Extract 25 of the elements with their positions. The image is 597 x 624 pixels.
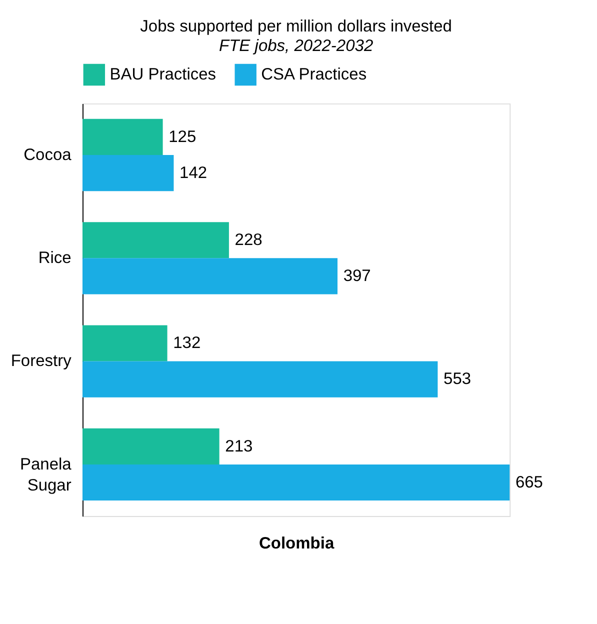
chart-subtitle: FTE jobs, 2022-2032	[219, 37, 374, 56]
data-label: 228	[234, 230, 262, 249]
bar	[82, 155, 174, 192]
data-label: 125	[168, 128, 196, 146]
data-label: 397	[343, 267, 371, 286]
x-axis-title: Colombia	[258, 534, 335, 553]
bar	[82, 361, 438, 398]
y-tick-label: Rice	[38, 249, 72, 268]
bar	[82, 464, 510, 501]
legend-label: CSA Practices	[261, 66, 367, 84]
data-label: 665	[515, 473, 543, 492]
y-tick-label: Cocoa	[24, 146, 72, 164]
chart-title: Jobs supported per million dollars invested	[140, 18, 452, 36]
bar	[82, 428, 220, 464]
y-tick-label: Panela Sugar	[20, 455, 72, 495]
data-label: 553	[444, 370, 472, 388]
y-tick-label: Forestry	[10, 352, 72, 370]
bar	[82, 325, 168, 362]
data-label: 132	[173, 334, 201, 352]
bar	[82, 118, 163, 156]
data-label: 213	[225, 437, 253, 456]
legend-label: BAU Practices	[110, 66, 216, 84]
bar	[82, 222, 229, 258]
bar	[82, 258, 338, 294]
data-label: 142	[180, 164, 208, 182]
